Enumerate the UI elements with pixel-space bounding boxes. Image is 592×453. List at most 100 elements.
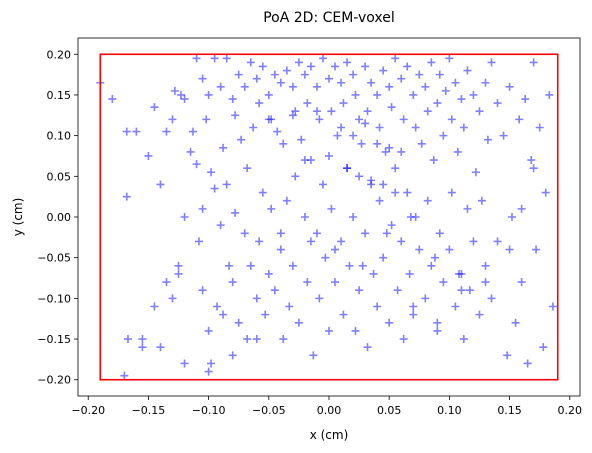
data-point <box>469 237 478 246</box>
data-point <box>471 168 480 177</box>
data-point <box>363 343 372 352</box>
data-point <box>219 310 228 319</box>
data-point <box>174 261 183 270</box>
data-point <box>300 156 309 165</box>
data-point <box>222 180 231 189</box>
data-point <box>393 286 402 295</box>
data-point <box>225 261 234 270</box>
data-point <box>409 302 418 311</box>
data-point <box>192 54 201 63</box>
data-point <box>337 78 346 87</box>
data-point <box>409 90 418 99</box>
data-point <box>228 278 237 287</box>
data-point <box>339 310 348 319</box>
data-point <box>457 95 466 104</box>
data-point <box>162 278 171 287</box>
data-point <box>535 123 544 132</box>
data-point <box>391 164 400 173</box>
data-point <box>361 229 370 238</box>
data-point <box>123 335 132 344</box>
data-point <box>459 123 468 132</box>
data-point <box>411 123 420 132</box>
data-point <box>294 58 303 67</box>
data-point <box>156 343 165 352</box>
x-tick-label: 0.00 <box>317 404 342 417</box>
plot-frame <box>77 37 581 397</box>
data-point <box>243 164 252 173</box>
y-tick-label: 0.00 <box>47 211 72 224</box>
data-point <box>309 351 318 360</box>
x-tick-label: 0.05 <box>377 404 402 417</box>
data-point <box>455 269 464 278</box>
data-point <box>327 107 336 116</box>
data-point <box>318 54 327 63</box>
data-point <box>306 237 315 246</box>
data-point <box>481 261 490 270</box>
y-tick-label: −0.05 <box>37 252 71 265</box>
data-point <box>325 74 333 83</box>
data-point <box>499 131 508 140</box>
data-point <box>385 318 394 327</box>
data-point <box>391 54 400 63</box>
data-point <box>421 82 430 91</box>
data-point <box>170 86 179 95</box>
data-point <box>198 204 207 213</box>
data-point <box>423 196 432 205</box>
data-point <box>475 107 484 116</box>
data-point <box>315 115 324 124</box>
data-point <box>207 359 216 368</box>
data-point <box>529 164 538 173</box>
data-point <box>355 286 364 295</box>
data-point <box>279 139 288 148</box>
data-point <box>445 54 454 63</box>
x-tick-label: −0.10 <box>192 404 226 417</box>
boundary-rect <box>99 53 559 381</box>
data-point <box>210 54 219 63</box>
data-point <box>507 213 516 221</box>
data-point <box>397 147 406 156</box>
data-point <box>270 286 279 295</box>
data-point <box>405 269 414 278</box>
data-point <box>312 82 321 91</box>
data-point <box>267 204 276 213</box>
data-point <box>219 143 228 152</box>
data-point <box>527 156 536 165</box>
data-point <box>180 95 189 104</box>
data-point <box>439 131 448 140</box>
data-point <box>439 278 448 287</box>
data-point <box>427 58 436 67</box>
data-point <box>204 367 213 376</box>
data-point <box>291 107 300 116</box>
data-point <box>276 245 285 254</box>
data-point <box>511 318 520 327</box>
data-point <box>282 66 291 75</box>
data-point <box>517 204 526 213</box>
data-point <box>312 229 321 238</box>
data-point <box>447 188 456 197</box>
data-point <box>249 123 258 132</box>
data-point <box>210 184 219 193</box>
data-point <box>421 294 430 303</box>
data-point <box>463 204 472 213</box>
data-point <box>351 326 360 335</box>
data-point <box>505 245 514 254</box>
data-point <box>382 229 391 238</box>
data-point <box>451 78 460 87</box>
data-point <box>403 188 412 197</box>
data-point <box>391 188 400 197</box>
data-point <box>246 58 255 67</box>
data-point <box>122 127 131 136</box>
data-point <box>228 95 237 104</box>
x-axis: −0.20 −0.15 −0.10 −0.05 0.00 0.05 0.10 0.15 0.20 <box>71 396 582 417</box>
data-point <box>261 310 270 319</box>
data-point <box>387 103 396 112</box>
data-point <box>120 371 129 380</box>
data-point <box>433 99 442 108</box>
data-point <box>264 115 273 124</box>
data-point <box>505 82 514 91</box>
data-point <box>150 103 159 112</box>
data-point <box>108 95 117 104</box>
data-point <box>415 245 424 254</box>
data-point <box>276 78 285 87</box>
data-point <box>306 62 315 71</box>
